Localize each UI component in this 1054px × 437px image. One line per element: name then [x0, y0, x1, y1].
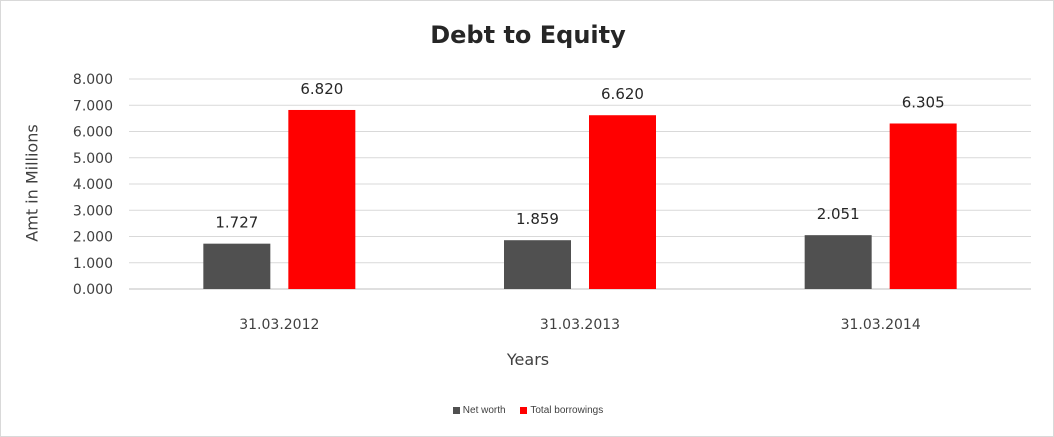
data-label: 6.620 [601, 85, 644, 103]
legend-swatch-total-borrowings [520, 407, 528, 414]
bar [504, 240, 571, 289]
y-tick-label: 7.000 [73, 98, 113, 114]
data-label: 2.051 [817, 205, 860, 223]
legend-swatch-net-worth [452, 407, 460, 414]
bar [288, 109, 356, 289]
y-tick-label: 0.000 [73, 282, 113, 298]
y-tick-label: 1.000 [73, 256, 113, 272]
bar [203, 243, 271, 289]
y-tick-label: 5.000 [73, 151, 113, 167]
data-label: 6.820 [300, 80, 343, 98]
y-tick-label: 3.000 [73, 203, 113, 219]
bar [889, 123, 957, 290]
x-tick-label: 31.03.2012 [239, 317, 319, 333]
legend: Net worth Total borrowings [1, 405, 1054, 417]
data-label: 1.859 [516, 210, 559, 228]
legend-label-net-worth: Net worth [462, 405, 506, 416]
data-label: 1.727 [215, 214, 258, 232]
legend-label-total-borrowings: Total borrowings [530, 405, 604, 416]
plot-area: 0.000 1.000 2.000 3.000 4.000 5.000 6.000 7.000… [73, 72, 1031, 333]
data-label: 6.305 [902, 93, 945, 111]
legend-item-net-worth: Net worth [452, 405, 506, 416]
chart-title: Debt to Equity [430, 21, 626, 49]
bar [589, 115, 656, 289]
y-tick-label: 2.000 [73, 230, 113, 246]
y-tick-label: 6.000 [73, 125, 113, 141]
x-axis-label: Years [506, 350, 550, 369]
bar [804, 235, 872, 289]
y-tick-label: 4.000 [73, 177, 113, 193]
x-tick-label: 31.03.2013 [540, 317, 620, 333]
y-tick-label: 8.000 [73, 72, 113, 88]
x-tick-label: 31.03.2014 [841, 317, 921, 333]
legend-item-total-borrowings: Total borrowings [520, 405, 603, 416]
